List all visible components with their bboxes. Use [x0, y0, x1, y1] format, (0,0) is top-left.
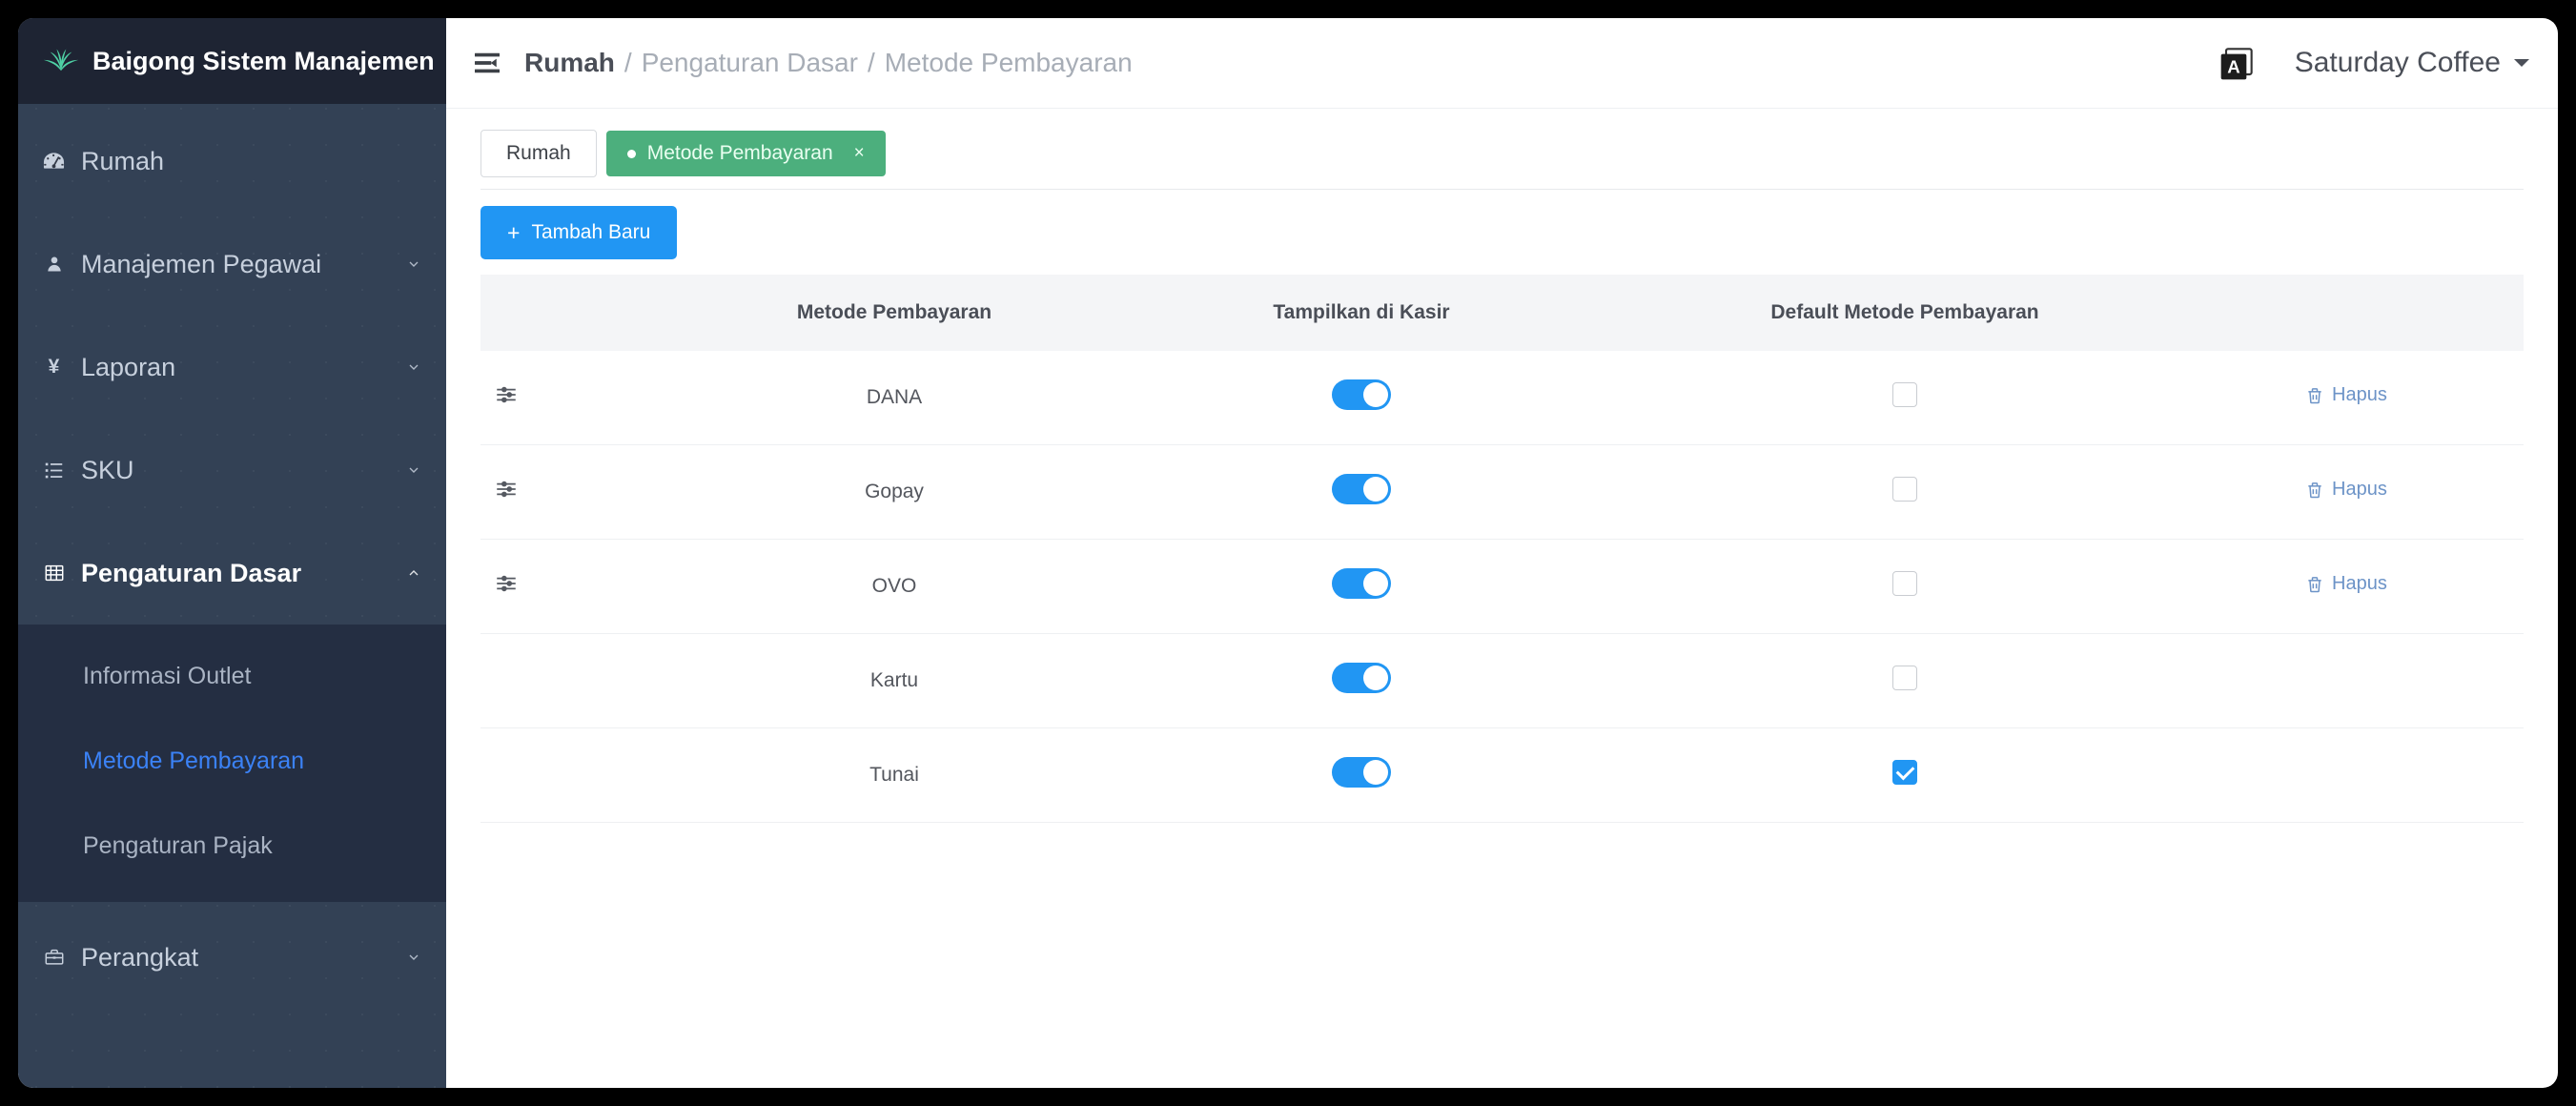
svg-text:A: A [2227, 57, 2239, 77]
